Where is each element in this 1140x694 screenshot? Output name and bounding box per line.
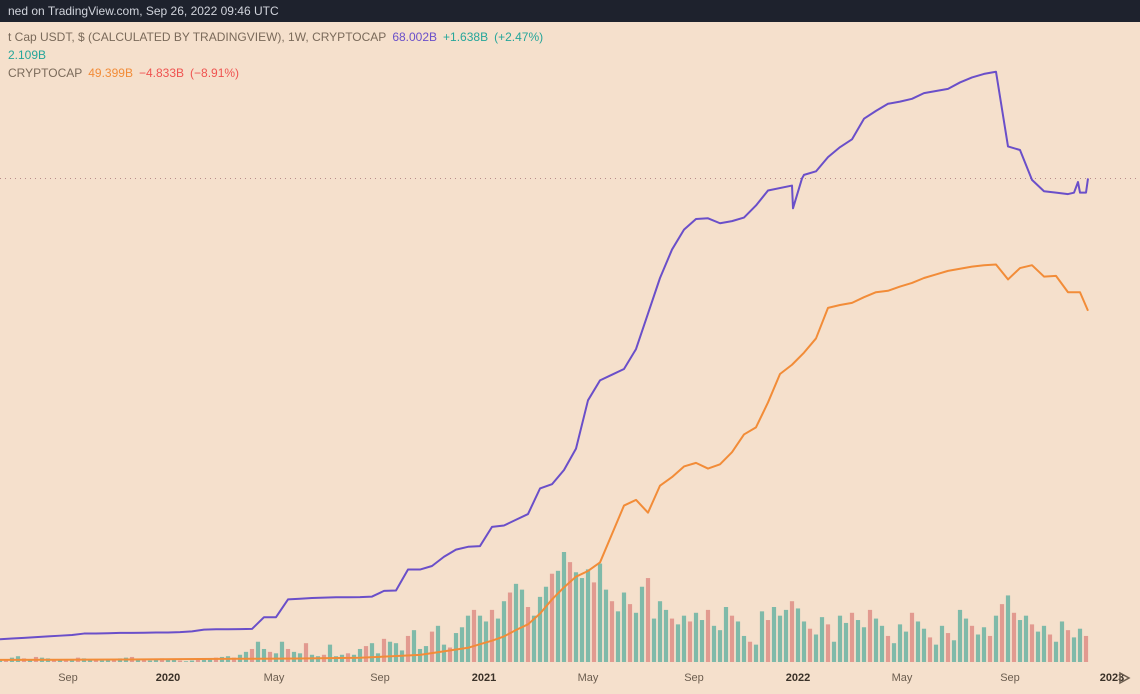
play-button[interactable] xyxy=(1114,668,1134,688)
x-axis-tick: May xyxy=(892,672,913,684)
chart-container: ned on TradingView.com, Sep 26, 2022 09:… xyxy=(0,0,1140,694)
x-axis-tick: 2020 xyxy=(156,672,180,684)
x-axis-tick: 2021 xyxy=(472,672,496,684)
x-axis-tick: Sep xyxy=(370,672,390,684)
series-line-usdt xyxy=(0,72,1088,639)
volume-bars xyxy=(0,552,1088,662)
x-axis-tick: 2022 xyxy=(786,672,810,684)
x-axis-tick: May xyxy=(264,672,285,684)
x-axis-tick: Sep xyxy=(684,672,704,684)
x-axis: Sep2020MaySep2021MaySep2022MaySep2023 xyxy=(0,662,1140,694)
chart-plot-area[interactable] xyxy=(0,0,1140,662)
x-axis-tick: Sep xyxy=(1000,672,1020,684)
play-icon xyxy=(1117,671,1131,685)
x-axis-tick: May xyxy=(578,672,599,684)
x-axis-tick: Sep xyxy=(58,672,78,684)
